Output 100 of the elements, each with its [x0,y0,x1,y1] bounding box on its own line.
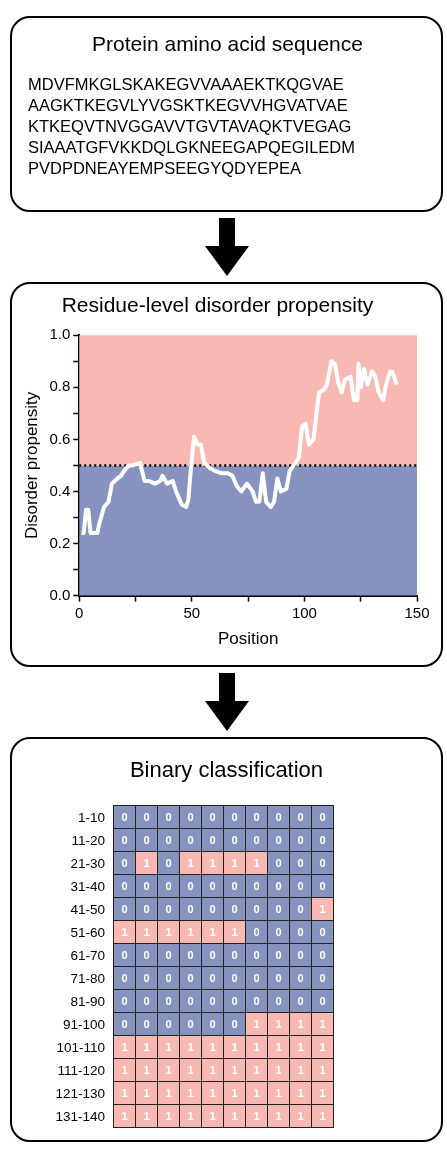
data-label: 0 [113,897,136,921]
data-label: 0 [267,966,290,990]
data-label: 0 [113,943,136,967]
data-label: 0 [267,851,290,875]
data-label: 0 [267,874,290,898]
x-tick-label: 100 [291,603,317,621]
data-label: 0 [201,805,224,829]
data-label: 1 [245,1081,268,1105]
data-label: 0 [201,1012,224,1036]
data-label: 1 [289,1035,312,1059]
data-label: 1 [245,1012,268,1036]
y-tick-label: 61-70 [69,946,106,965]
data-label: 0 [135,805,158,829]
data-label: 0 [135,1012,158,1036]
data-label: 0 [223,989,246,1013]
data-label: 0 [201,943,224,967]
y-tick-label: 0.0 [49,585,71,603]
data-label: 0 [179,874,202,898]
data-label: 1 [135,1104,158,1128]
text: Protein amino acid sequence [91,32,364,56]
data-label: 0 [113,1012,136,1036]
x-tick-label: 50 [183,603,201,621]
data-label: 1 [135,851,158,875]
y-tick-label: 21-30 [69,854,106,873]
data-label: 1 [267,1012,290,1036]
data-label: 1 [289,1058,312,1082]
data-label: 1 [113,1035,136,1059]
data-label: 0 [179,989,202,1013]
data-label: 0 [113,828,136,852]
data-label: 0 [289,943,312,967]
y-tick-label: 31-40 [69,877,106,896]
data-label: 0 [113,851,136,875]
data-label: 1 [201,1104,224,1128]
data-label: 1 [311,897,334,921]
data-label: 1 [113,920,136,944]
data-label: 0 [223,943,246,967]
data-label: 0 [201,874,224,898]
x-tick-label: 0 [75,603,84,621]
y-tick-label: 81-90 [69,992,106,1011]
data-label: 0 [289,920,312,944]
data-label: 1 [135,920,158,944]
data-label: 0 [113,805,136,829]
data-label: 0 [201,897,224,921]
data-label: 1 [201,1035,224,1059]
data-label: 0 [157,989,180,1013]
y-tick-label: 1-10 [76,808,106,827]
data-label: 0 [201,966,224,990]
data-label: 0 [223,966,246,990]
y-tick-label: 101-110 [55,1038,106,1057]
data-label: 0 [311,920,334,944]
y-tick-label: 91-100 [61,1015,106,1034]
data-label: 0 [179,828,202,852]
data-label: 1 [113,1104,136,1128]
data-label: 0 [201,828,224,852]
data-label: 1 [157,1104,180,1128]
data-label: 1 [135,1058,158,1082]
data-label: 0 [245,943,268,967]
data-label: 0 [157,1012,180,1036]
data-label: 1 [311,1104,334,1128]
data-label: 0 [289,966,312,990]
data-label: 1 [179,1104,202,1128]
data-label: 1 [157,1058,180,1082]
y-tick-label: 111-120 [56,1061,106,1080]
data-label: 1 [201,920,224,944]
data-label: 0 [135,897,158,921]
data-label: 1 [289,1081,312,1105]
text: PVDPDNEAYEMPSEEGYQDYEPEA [28,158,302,179]
data-label: 0 [245,828,268,852]
data-label: 0 [135,828,158,852]
data-label: 1 [289,1012,312,1036]
data-label: 0 [267,989,290,1013]
data-label: 1 [223,920,246,944]
data-label: 1 [245,1035,268,1059]
data-label: 1 [113,1081,136,1105]
data-label: 0 [267,943,290,967]
data-label: 1 [135,1035,158,1059]
data-label: 0 [223,1012,246,1036]
x-tick-label: 150 [404,603,430,621]
data-label: 0 [157,851,180,875]
data-label: 0 [311,943,334,967]
text: KTKEQVTNVGGAVVTGVTAVAQKTVEGAG [28,116,353,137]
data-label: 1 [223,851,246,875]
data-label: 1 [245,1058,268,1082]
data-label: 1 [223,1104,246,1128]
data-label: 1 [223,1035,246,1059]
data-label: 1 [267,1035,290,1059]
data-label: 0 [157,874,180,898]
data-label: 0 [245,920,268,944]
data-label: 0 [267,897,290,921]
data-label: 0 [223,805,246,829]
data-label: 1 [223,1058,246,1082]
chart-title: Binary classification [128,757,325,783]
data-label: 0 [179,966,202,990]
data-label: 1 [311,1035,334,1059]
y-tick-label: 11-20 [70,831,106,850]
text: SIAAATGFVKKDQLGKNEEGAPQEGILEDM [28,137,357,158]
data-label: 1 [179,1081,202,1105]
data-label: 0 [179,943,202,967]
data-label: 0 [245,897,268,921]
data-label: 0 [135,966,158,990]
